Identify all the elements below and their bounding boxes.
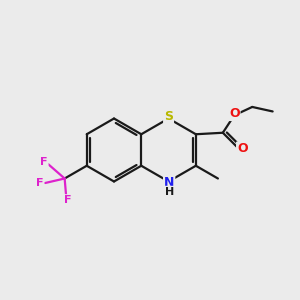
- Text: F: F: [64, 195, 71, 205]
- Text: N: N: [164, 176, 174, 189]
- Text: O: O: [229, 107, 240, 120]
- Text: O: O: [237, 142, 248, 155]
- Text: F: F: [40, 157, 48, 167]
- Text: S: S: [164, 110, 173, 123]
- Text: F: F: [36, 178, 44, 188]
- Text: H: H: [164, 187, 174, 197]
